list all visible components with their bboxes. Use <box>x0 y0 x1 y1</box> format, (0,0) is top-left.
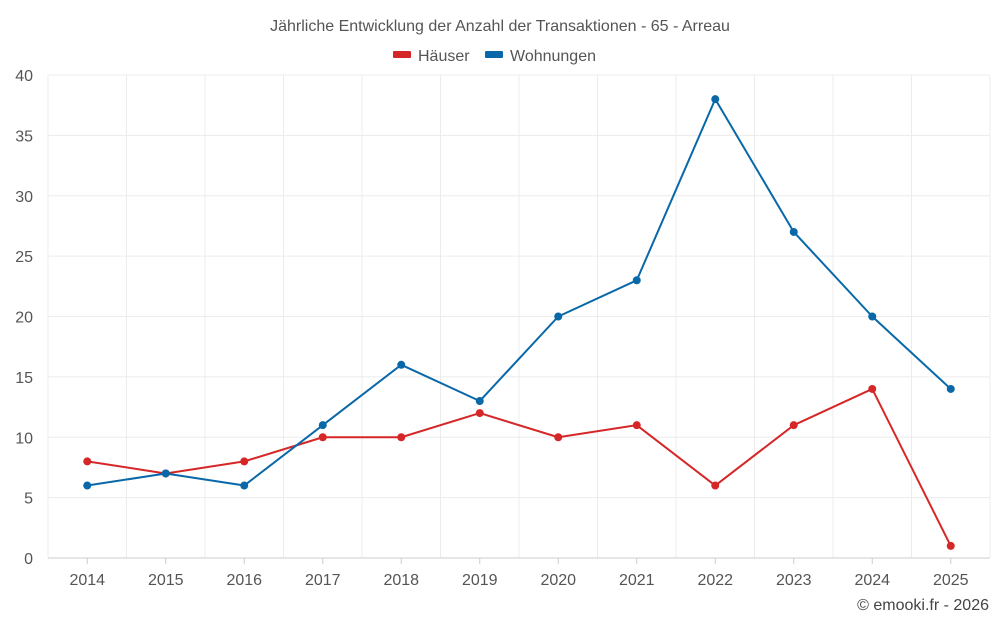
data-point-wohnungen-2015 <box>161 469 170 478</box>
chart-credit: © emooki.fr - 2026 <box>857 597 989 614</box>
y-tick-label-15: 15 <box>15 370 33 387</box>
data-point-haeuser-2025 <box>946 541 955 550</box>
data-point-haeuser-2017 <box>318 433 327 442</box>
chart-legend: Häuser Wohnungen <box>393 48 596 65</box>
y-tick-label-10: 10 <box>15 430 33 447</box>
data-point-wohnungen-2025 <box>946 384 955 393</box>
legend-label-haeuser[interactable]: Häuser <box>418 48 470 65</box>
x-tick-label-2014: 2014 <box>69 572 105 589</box>
chart-series <box>83 95 955 550</box>
x-tick-label-2024: 2024 <box>854 572 890 589</box>
y-axis: 0 5 10 15 20 25 30 35 40 <box>15 68 33 568</box>
data-point-wohnungen-2023 <box>789 227 798 236</box>
y-tick-label-30: 30 <box>15 189 33 206</box>
x-axis: 2014 2015 2016 2017 2018 2019 2020 2021 2022 2023… <box>48 557 990 589</box>
x-tick-label-2020: 2020 <box>540 572 576 589</box>
x-tick-label-2016: 2016 <box>226 572 262 589</box>
data-point-haeuser-2019 <box>475 409 484 418</box>
data-point-wohnungen-2024 <box>868 312 877 321</box>
x-tick-label-2025: 2025 <box>933 572 969 589</box>
data-point-wohnungen-2019 <box>475 397 484 406</box>
y-tick-label-35: 35 <box>15 128 33 145</box>
data-point-haeuser-2024 <box>868 384 877 393</box>
data-point-haeuser-2016 <box>240 457 249 466</box>
data-point-wohnungen-2021 <box>632 276 641 285</box>
data-point-wohnungen-2016 <box>240 481 249 490</box>
x-tick-label-2023: 2023 <box>776 572 812 589</box>
data-point-haeuser-2022 <box>711 481 720 490</box>
legend-swatch-wohnungen <box>485 51 503 58</box>
legend-label-wohnungen[interactable]: Wohnungen <box>510 48 596 65</box>
x-tick-label-2018: 2018 <box>383 572 419 589</box>
x-tick-label-2017: 2017 <box>305 572 341 589</box>
data-point-haeuser-2023 <box>789 421 798 430</box>
x-tick-label-2022: 2022 <box>697 572 733 589</box>
data-point-wohnungen-2020 <box>554 312 563 321</box>
y-tick-label-40: 40 <box>15 68 33 85</box>
x-tick-label-2019: 2019 <box>462 572 498 589</box>
chart-title: Jährliche Entwicklung der Anzahl der Tra… <box>270 18 730 35</box>
chart-grid <box>47 74 991 558</box>
y-tick-label-5: 5 <box>24 491 33 508</box>
y-tick-label-25: 25 <box>15 249 33 266</box>
series-line-wohnungen <box>87 98 952 487</box>
data-point-wohnungen-2018 <box>397 360 406 369</box>
data-point-wohnungen-2017 <box>318 421 327 430</box>
y-tick-label-20: 20 <box>15 310 33 327</box>
data-point-haeuser-2020 <box>554 433 563 442</box>
x-tick-label-2015: 2015 <box>148 572 184 589</box>
series-line-haeuser <box>87 387 952 547</box>
legend-swatch-haeuser <box>393 51 411 58</box>
data-point-haeuser-2018 <box>397 433 406 442</box>
x-tick-label-2021: 2021 <box>619 572 655 589</box>
y-tick-label-0: 0 <box>24 551 33 568</box>
data-point-haeuser-2021 <box>632 421 641 430</box>
data-point-wohnungen-2014 <box>83 481 92 490</box>
data-point-haeuser-2014 <box>83 457 92 466</box>
data-point-wohnungen-2022 <box>711 95 720 104</box>
